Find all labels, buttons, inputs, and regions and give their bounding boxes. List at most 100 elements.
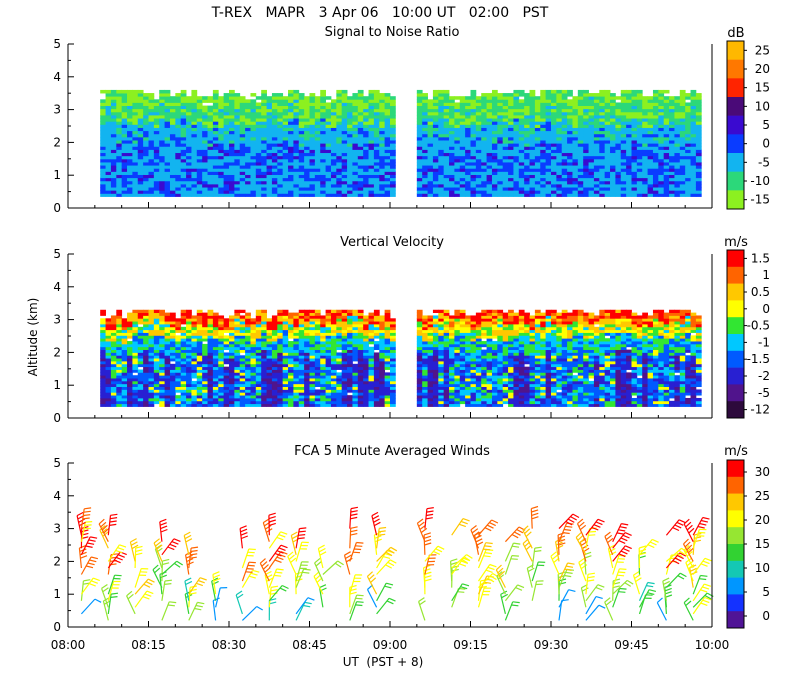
heatmap-cell	[674, 180, 681, 185]
heatmap-cell	[229, 341, 235, 345]
heatmap-cell	[293, 96, 300, 100]
heatmap-cell	[202, 133, 208, 138]
heatmap-cell	[143, 149, 149, 154]
heatmap-cell	[475, 121, 482, 125]
heatmap-cell	[304, 358, 310, 362]
heatmap-cell	[518, 183, 525, 188]
heatmap-cell	[218, 127, 225, 132]
heatmap-cell	[330, 389, 337, 393]
heatmap-cell	[416, 165, 423, 169]
heatmap-cell	[271, 386, 278, 390]
heatmap-cell	[518, 190, 525, 194]
heatmap-cell	[529, 158, 536, 163]
heatmap-cell	[186, 152, 192, 157]
heatmap-cell	[309, 165, 316, 169]
heatmap-cell	[255, 124, 262, 128]
heatmap-cell	[169, 400, 176, 405]
heatmap-cell	[105, 369, 112, 373]
heatmap-cell	[245, 318, 251, 322]
heatmap-cell	[347, 171, 353, 175]
heatmap-cell	[196, 363, 203, 368]
heatmap-cell	[229, 177, 235, 182]
heatmap-cell	[223, 168, 230, 172]
heatmap-cell	[191, 318, 198, 322]
heatmap-cell	[454, 127, 461, 132]
heatmap-cell	[137, 380, 144, 385]
heatmap-cell	[309, 130, 316, 135]
heatmap-cell	[186, 149, 192, 154]
heatmap-cell	[202, 375, 208, 379]
heatmap-cell	[470, 127, 477, 132]
heatmap-cell	[674, 105, 681, 110]
heatmap-cell	[320, 102, 326, 106]
heatmap-cell	[159, 329, 165, 333]
heatmap-cell	[567, 177, 573, 182]
heatmap-cell	[137, 312, 144, 316]
heatmap-cell	[186, 395, 192, 399]
heatmap-cell	[277, 312, 284, 316]
heatmap-cell	[105, 108, 112, 113]
heatmap-cell	[443, 102, 450, 106]
heatmap-cell	[497, 174, 504, 179]
heatmap-cell	[620, 174, 627, 179]
heatmap-cell	[110, 165, 117, 169]
heatmap-cell	[266, 102, 273, 106]
heatmap-cell	[330, 127, 337, 132]
heatmap-cell	[191, 338, 198, 342]
heatmap-cell	[234, 329, 241, 333]
heatmap-cell	[330, 343, 337, 348]
heatmap-cell	[304, 349, 310, 353]
heatmap-cell	[127, 111, 133, 116]
heatmap-cell	[325, 372, 332, 376]
heatmap-cell	[636, 152, 643, 157]
heatmap-cell	[105, 130, 112, 135]
heatmap-cell	[320, 343, 326, 348]
heatmap-cell	[470, 187, 477, 191]
heatmap-cell	[153, 127, 160, 132]
heatmap-cell	[390, 152, 396, 157]
heatmap-cell	[481, 140, 487, 144]
heatmap-cell	[261, 174, 267, 179]
heatmap-cell	[534, 118, 541, 122]
heatmap-cell	[288, 343, 294, 348]
heatmap-cell	[180, 121, 187, 125]
heatmap-cell	[116, 321, 123, 325]
heatmap-cell	[105, 329, 112, 333]
heatmap-cell	[610, 133, 616, 138]
heatmap-cell	[454, 115, 461, 119]
heatmap-cell	[148, 397, 155, 402]
heatmap-cell	[266, 155, 273, 160]
heatmap-cell	[443, 121, 450, 125]
heatmap-cell	[271, 372, 278, 376]
heatmap-cell	[636, 99, 643, 103]
heatmap-cell	[105, 343, 112, 348]
heatmap-cell	[314, 366, 321, 370]
heatmap-cell	[186, 380, 192, 385]
heatmap-cell	[540, 96, 547, 100]
heatmap-cell	[250, 378, 257, 382]
heatmap-cell	[481, 168, 487, 172]
heatmap-cell	[631, 105, 638, 110]
heatmap-cell	[234, 183, 241, 188]
heatmap-cell	[207, 309, 214, 314]
heatmap-cell	[443, 165, 450, 169]
heatmap-cell	[239, 193, 246, 197]
heatmap-cell	[261, 127, 267, 132]
heatmap-cell	[663, 130, 670, 135]
heatmap-cell	[481, 180, 487, 185]
heatmap-cell	[314, 165, 321, 169]
heatmap-cell	[572, 102, 579, 106]
heatmap-cell	[669, 111, 675, 116]
heatmap-cell	[159, 346, 165, 351]
heatmap-cell	[330, 400, 337, 405]
heatmap-cell	[121, 180, 128, 185]
heatmap-cell	[610, 130, 616, 135]
heatmap-cell	[223, 323, 230, 328]
heatmap-cell	[314, 168, 321, 172]
heatmap-cell	[191, 143, 198, 147]
heatmap-cell	[443, 124, 450, 128]
heatmap-cell	[266, 338, 273, 342]
heatmap-cell	[202, 140, 208, 144]
heatmap-cell	[422, 99, 428, 103]
heatmap-cell	[250, 168, 257, 172]
